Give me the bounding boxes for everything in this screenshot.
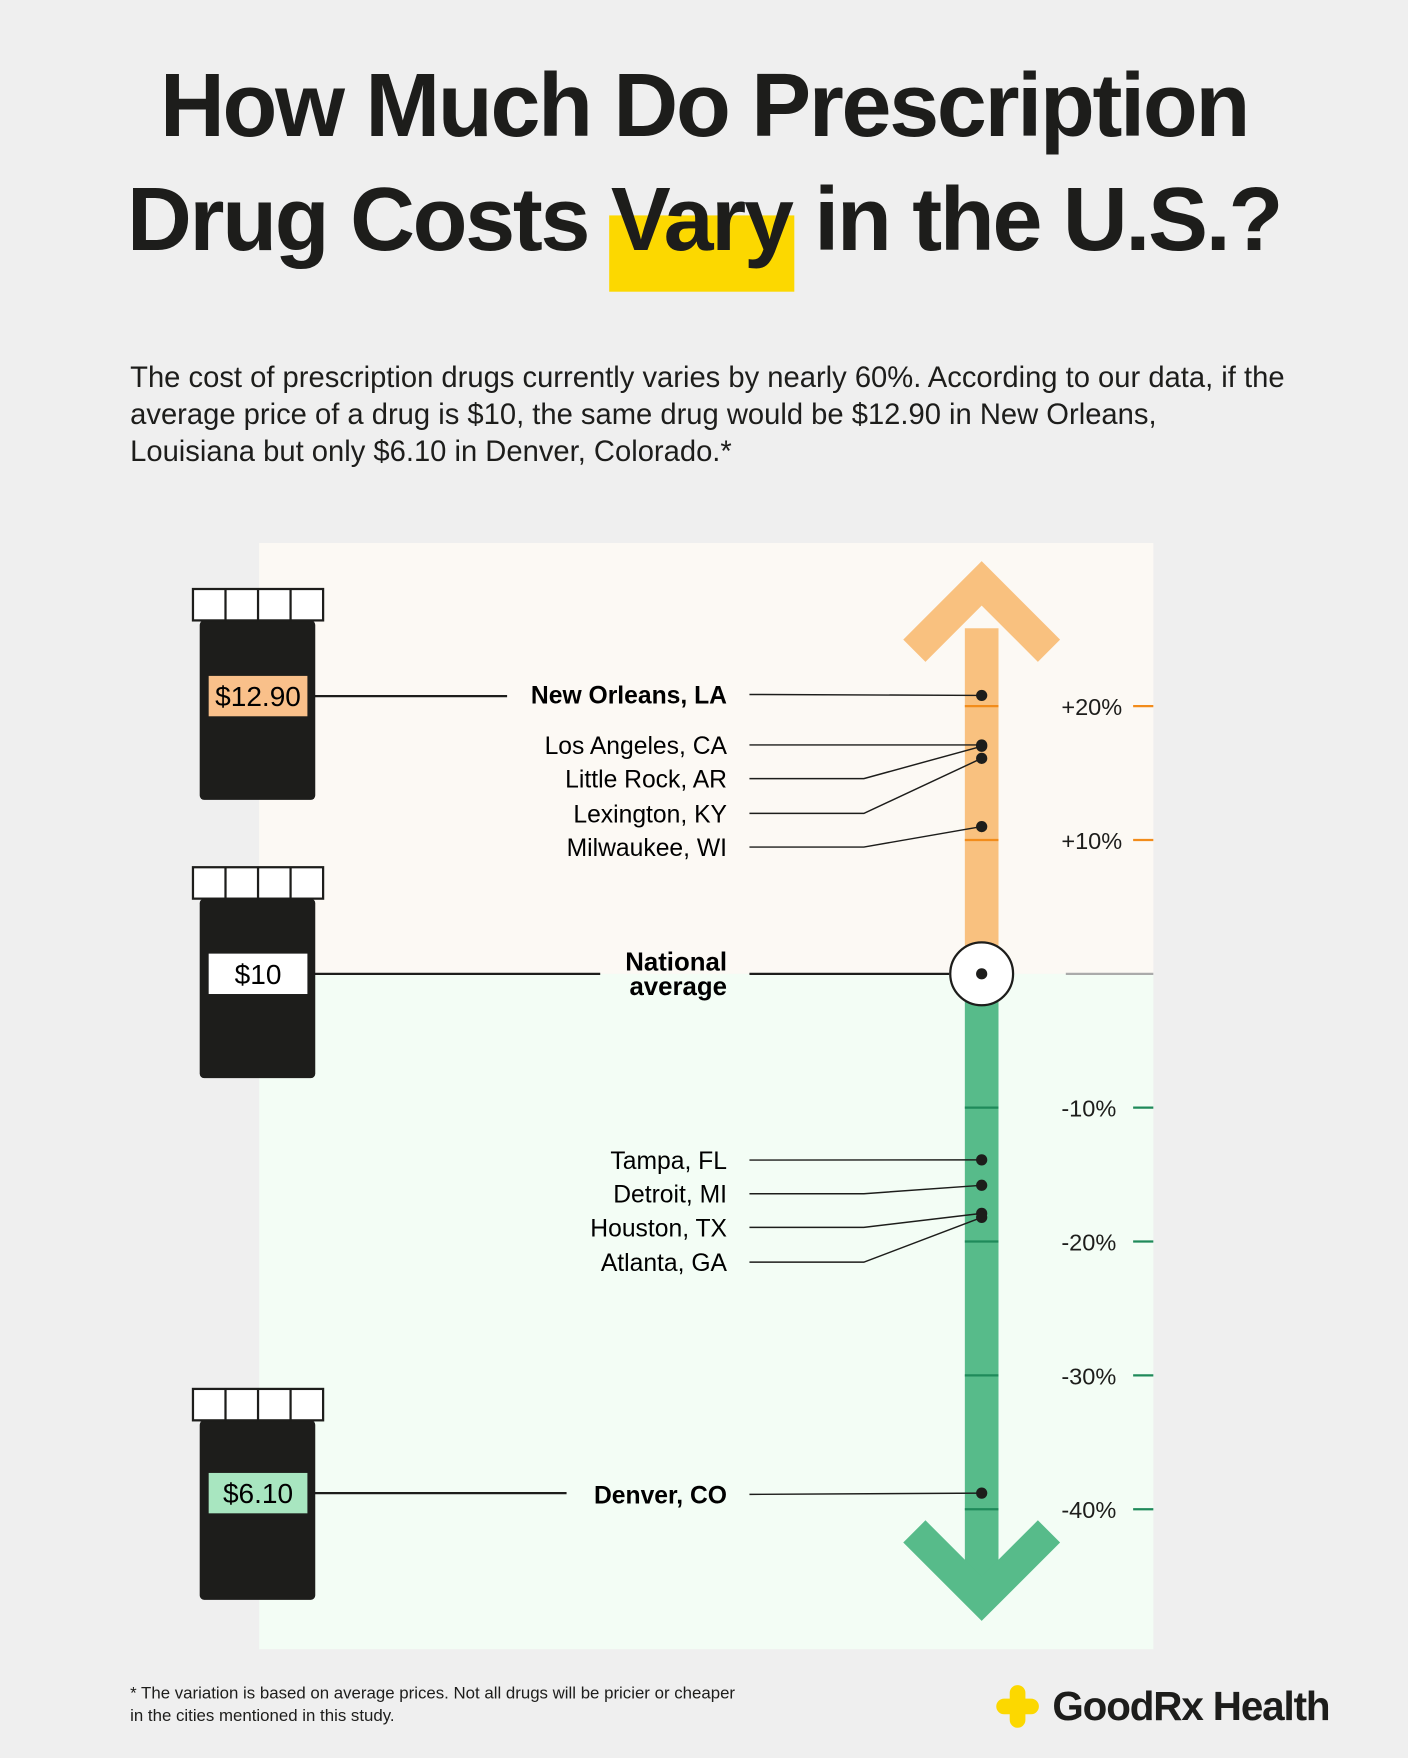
intro-text: The cost of prescription drugs currently… [130,360,1285,468]
price-label-bg [208,675,308,717]
leader-line [749,1184,982,1195]
point-label: Detroit, MI [613,1182,727,1209]
arrow-up-icon [903,561,1061,662]
point-label: Lexington, KY [573,801,727,828]
price-label-bg [208,1472,308,1514]
panel-below-average [259,973,1154,1650]
point-label: Houston, TX [590,1215,727,1242]
price-label-bg [208,953,308,995]
price-label: $12.90 [215,681,301,712]
footnote-line: * The variation is based on average pric… [130,1683,736,1704]
leader-line [749,1492,982,1496]
data-point [976,968,988,980]
tick-label: -10% [1061,1096,1116,1122]
arrow-down-icon [903,1520,1061,1621]
tick-label: +10% [1061,828,1122,854]
tick-label: -40% [1061,1497,1116,1523]
point-label: Los Angeles, CA [545,733,728,760]
title-highlight: Vary [608,168,794,292]
point-label: Little Rock, AR [565,767,727,794]
data-point [976,1179,988,1191]
goodrx-logo: GoodRx Health [994,1682,1331,1730]
bar-below [964,973,999,1603]
title-text: Drug Costs [126,169,611,270]
data-point [976,752,988,764]
tick-label: -20% [1061,1229,1116,1255]
title-line-1: How Much Do Prescription [159,54,1250,155]
logo-text: GoodRx Health [1052,1682,1330,1729]
point-label: Milwaukee, WI [567,835,727,862]
leader-line [749,745,982,780]
data-point [976,1211,988,1224]
leader-line [749,825,982,848]
bar-above [964,628,999,974]
footnote-line: in the cities mentioned in this study. [130,1706,395,1726]
reference-label: National [625,948,727,976]
footnote: * The variation is based on average pric… [130,1683,735,1728]
point-label: Denver, CO [594,1482,727,1509]
leader-line [749,757,982,815]
point-label: Tampa, FL [610,1148,727,1175]
tick-label: +20% [1061,694,1122,720]
price-label: $6.10 [223,1478,293,1509]
data-point [976,1487,988,1499]
leader-line [749,1216,982,1263]
point-label: New Orleans, LA [531,682,727,709]
reference-label: average [629,973,727,1001]
title-line-2: Drug Costs Vary in the U.S.? [0,168,1408,292]
price-label: $10 [235,959,282,990]
data-point [976,740,988,752]
data-point [976,820,988,833]
data-point [976,689,988,702]
title-text: in the U.S.? [791,169,1283,270]
data-point [976,1154,988,1166]
point-label: Atlanta, GA [601,1250,728,1277]
tick-label: -30% [1061,1363,1116,1389]
leader-line [749,693,982,697]
leader-line [749,1212,982,1229]
plus-logo-icon [996,1685,1039,1728]
